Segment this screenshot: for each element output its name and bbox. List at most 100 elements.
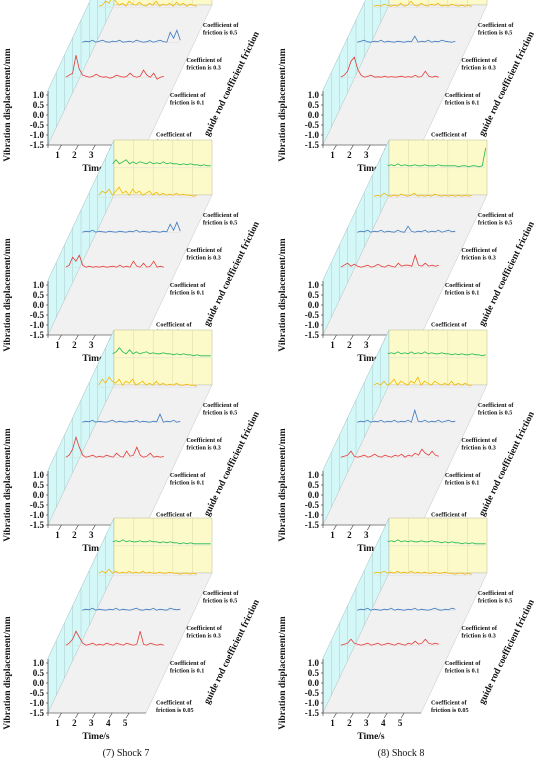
x-tick-label: 3 [89, 530, 94, 540]
series-label-2: Coefficient of friction is 0.3 [186, 625, 223, 640]
x-tick-mark [333, 712, 337, 719]
back-wall [388, 0, 488, 6]
series-label-line: Coefficient of [156, 512, 193, 519]
z-axis-title: guide rod coefficient friction [477, 30, 537, 138]
series-label-line: friction is 0.05 [156, 707, 194, 714]
y-tick-label: -0.5 [305, 120, 320, 130]
x-tick-label: 3 [364, 340, 369, 350]
series-line-2 [357, 225, 456, 233]
series-label-3: Coefficient of friction is 0.5 [478, 22, 515, 37]
series-label-line: Coefficient of [478, 402, 515, 409]
series-label-line: friction is 0.5 [478, 30, 513, 37]
y-tick-label: -1.0 [30, 698, 45, 708]
series-label-line: friction is 0.1 [170, 668, 205, 675]
series-line-1 [340, 448, 439, 458]
series-label-line: Coefficient of [203, 402, 240, 409]
x-tick-label: 4 [106, 718, 111, 728]
series-label-1: Coefficient of friction is 0.1 [170, 472, 207, 487]
series-line-3 [373, 192, 472, 197]
y-tick-label: -1.5 [305, 520, 320, 530]
x-tick-label: 2 [72, 150, 77, 160]
y-tick-label: 0.5 [308, 480, 320, 490]
series-label-line: friction is 0.5 [478, 598, 513, 605]
series-line-1 [340, 638, 439, 646]
x-tick-mark [75, 144, 79, 151]
series-label-line: friction is 0.5 [203, 30, 238, 37]
x-tick-label: 5 [398, 718, 403, 728]
y-tick-label: 1.0 [33, 658, 45, 668]
back-wall [113, 517, 213, 574]
series-line-3 [98, 376, 197, 387]
z-axis-title: guide rod coefficient friction [202, 410, 262, 518]
series-label-line: Coefficient of [461, 625, 498, 632]
x-tick-label: 1 [55, 530, 60, 540]
series-line-2 [82, 607, 181, 611]
y-tick-label: -1.5 [30, 520, 45, 530]
series-label-line: Coefficient of [156, 132, 193, 139]
y-tick-label: -1.5 [30, 708, 45, 718]
x-axis-title: Time/s [357, 164, 385, 174]
y-tick-label: -0.5 [30, 688, 45, 698]
series-label-2: Coefficient of friction is 0.3 [461, 625, 498, 640]
x-tick-mark [58, 144, 62, 151]
x-tick-mark [367, 144, 371, 151]
chart-panel-7: 1.00.50.0-0.5-1.0-1.51 2 3 4 5Time/sVibratio… [3, 517, 262, 758]
series-line-1 [65, 254, 164, 268]
x-tick-label: 4 [381, 718, 386, 728]
series-label-line: friction is 0.1 [170, 290, 205, 297]
x-tick-label: 3 [364, 718, 369, 728]
series-label-line: friction is 0.3 [461, 65, 496, 72]
series-label-line: Coefficient of [478, 590, 515, 597]
y-axis-title: Vibration displacement/mm [278, 48, 288, 161]
series-line-4 [112, 539, 211, 545]
series-label-line: friction is 0.5 [203, 598, 238, 605]
series-line-3 [98, 186, 197, 197]
series-label-3: Coefficient of friction is 0.5 [203, 402, 240, 417]
x-tick-label: 2 [72, 340, 77, 350]
z-axis-title: guide rod coefficient friction [202, 220, 262, 328]
series-label-line: Coefficient of [186, 625, 223, 632]
x-tick-label: 1 [330, 150, 335, 160]
y-tick-label: -1.5 [30, 330, 45, 340]
series-label-line: friction is 0.1 [170, 480, 205, 487]
y-tick-label: -1.0 [305, 320, 320, 330]
y-tick-label: -1.0 [30, 510, 45, 520]
z-axis-title: guide rod coefficient friction [202, 598, 262, 706]
x-tick-mark [350, 144, 354, 151]
series-label-line: Coefficient of [431, 512, 468, 519]
y-tick-label: 0.5 [33, 480, 45, 490]
y-tick-label: -1.0 [305, 510, 320, 520]
series-label-line: Coefficient of [461, 247, 498, 254]
y-tick-label: 0.0 [308, 678, 320, 688]
x-tick-label: 1 [330, 718, 335, 728]
series-label-2: Coefficient of friction is 0.3 [186, 57, 223, 71]
series-line-2 [357, 607, 456, 611]
x-tick-mark [92, 712, 96, 719]
x-tick-label: 3 [364, 150, 369, 160]
panel-caption: (8) Shock 8 [378, 748, 425, 758]
y-axis-title: Vibration displacement/mm [278, 616, 288, 729]
series-line-1 [65, 55, 164, 80]
series-label-line: Coefficient of [203, 22, 240, 29]
x-tick-mark [350, 524, 354, 531]
series-label-2: Coefficient of friction is 0.3 [461, 437, 498, 452]
chart-panel-6: 1.00.50.0-0.5-1.0-1.512345Time/sVibratio… [278, 329, 537, 571]
x-tick-mark [400, 712, 405, 719]
series-label-line: friction is 0.1 [445, 100, 480, 107]
x-tick-mark [383, 712, 388, 719]
series-label-line: Coefficient of [445, 282, 482, 289]
series-label-line: friction is 0.1 [170, 100, 205, 107]
x-tick-label: 1 [330, 530, 335, 540]
x-tick-mark [350, 334, 354, 341]
x-tick-label: 3 [89, 718, 94, 728]
series-label-3: Coefficient of friction is 0.5 [478, 402, 515, 417]
x-tick-label: 2 [72, 718, 77, 728]
y-tick-label: -1.5 [305, 140, 320, 150]
x-tick-label: 2 [72, 530, 77, 540]
series-label-line: friction is 0.3 [186, 65, 221, 72]
x-tick-label: 1 [55, 718, 60, 728]
y-tick-label: -0.5 [305, 688, 320, 698]
y-tick-label: 0.0 [308, 300, 320, 310]
